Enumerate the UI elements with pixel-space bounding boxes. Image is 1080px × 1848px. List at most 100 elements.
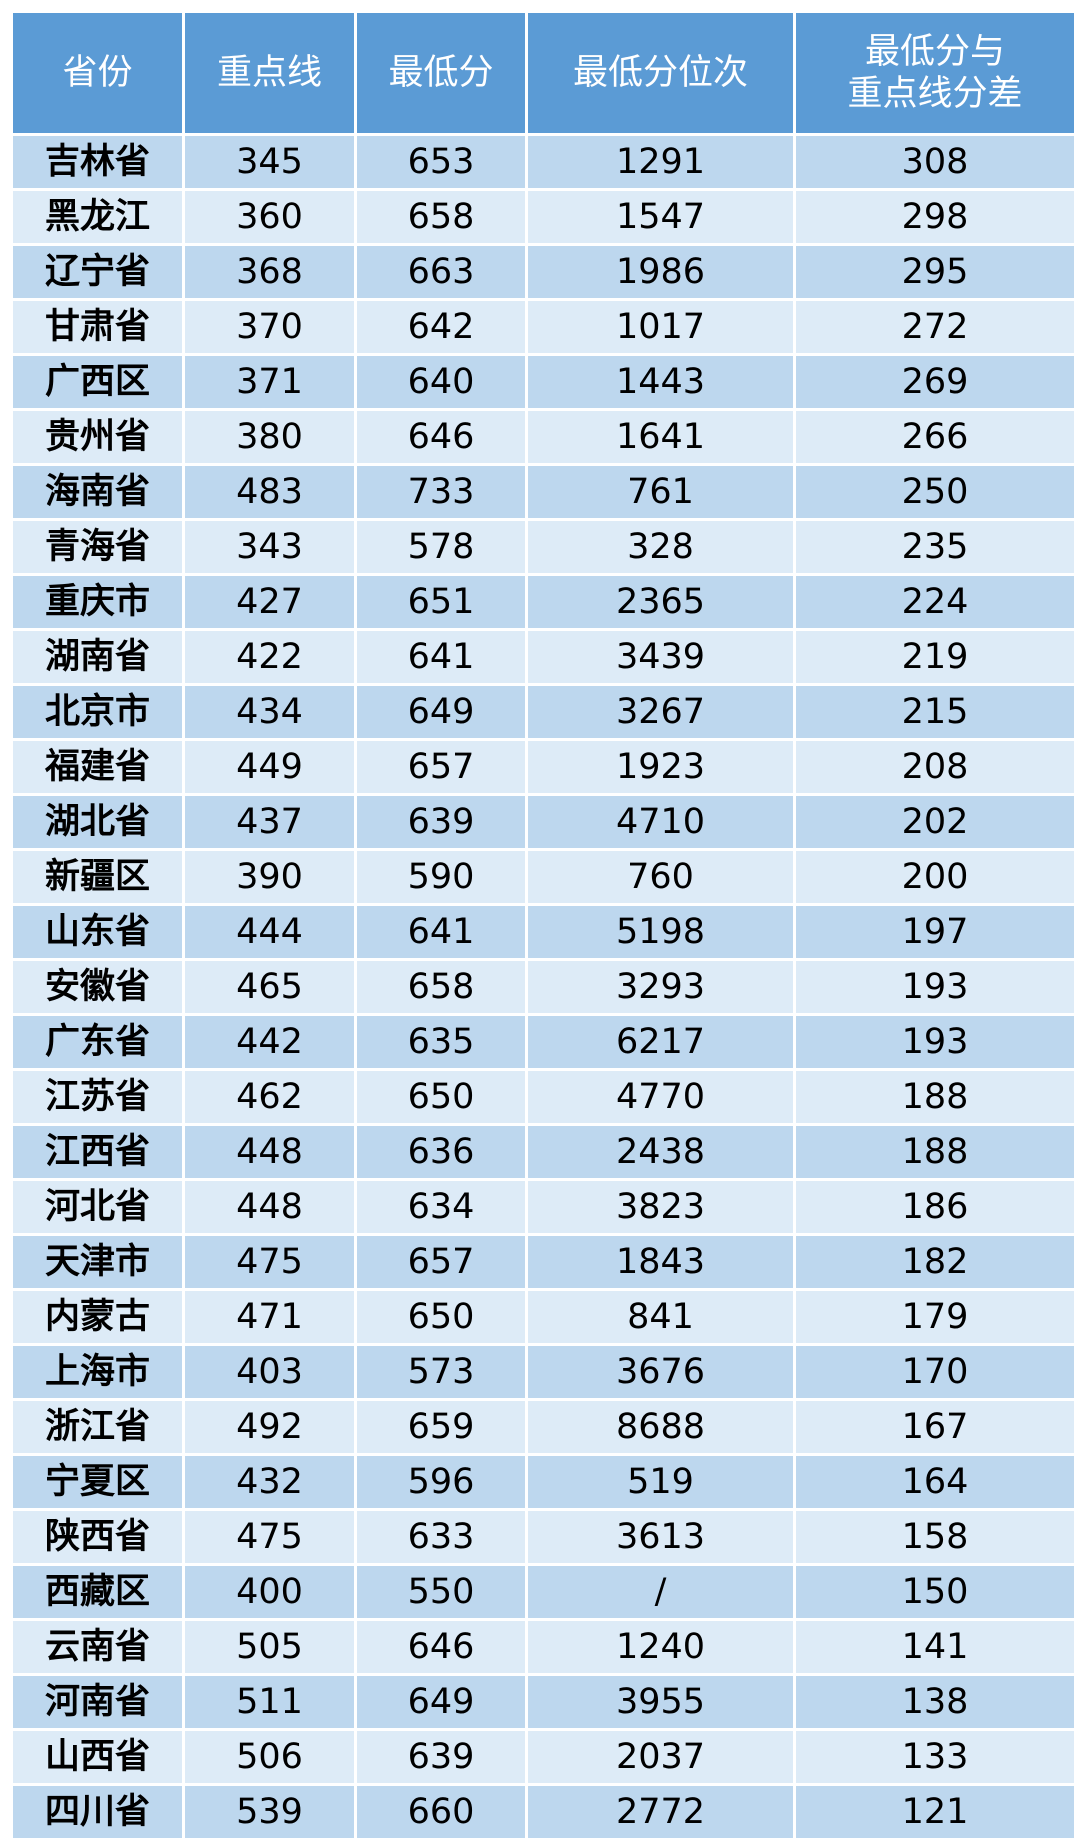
cell-key-line: 475: [182, 1508, 357, 1566]
table-row: 福建省 449 657 1923 208: [10, 738, 1077, 796]
cell-key-line: 427: [182, 573, 357, 631]
cell-score-diff: 272: [793, 298, 1077, 356]
cell-province: 广西区: [10, 353, 185, 411]
cell-province: 吉林省: [10, 133, 185, 191]
cell-min-rank: 1443: [525, 353, 796, 411]
cell-min-score: 641: [354, 628, 528, 686]
table-row: 河北省 448 634 3823 186: [10, 1178, 1077, 1236]
table-row: 海南省 483 733 761 250: [10, 463, 1077, 521]
cell-key-line: 380: [182, 408, 357, 466]
cell-key-line: 422: [182, 628, 357, 686]
cell-min-score: 660: [354, 1783, 528, 1841]
cell-score-diff: 188: [793, 1068, 1077, 1126]
cell-score-diff: 138: [793, 1673, 1077, 1731]
cell-score-diff: 250: [793, 463, 1077, 521]
cell-score-diff: 266: [793, 408, 1077, 466]
cell-province: 西藏区: [10, 1563, 185, 1621]
table-row: 上海市 403 573 3676 170: [10, 1343, 1077, 1401]
cell-min-score: 573: [354, 1343, 528, 1401]
table-row: 四川省 539 660 2772 121: [10, 1783, 1077, 1841]
cell-min-score: 590: [354, 848, 528, 906]
table-row: 甘肃省 370 642 1017 272: [10, 298, 1077, 356]
cell-score-diff: 121: [793, 1783, 1077, 1841]
cell-province: 广东省: [10, 1013, 185, 1071]
cell-min-score: 658: [354, 188, 528, 246]
cell-min-rank: 2772: [525, 1783, 796, 1841]
cell-key-line: 343: [182, 518, 357, 576]
cell-min-rank: 760: [525, 848, 796, 906]
cell-min-score: 578: [354, 518, 528, 576]
cell-score-diff: 215: [793, 683, 1077, 741]
cell-score-diff: 170: [793, 1343, 1077, 1401]
cell-score-diff: 186: [793, 1178, 1077, 1236]
cell-min-rank: 2438: [525, 1123, 796, 1181]
cell-min-score: 635: [354, 1013, 528, 1071]
table-row: 广西区 371 640 1443 269: [10, 353, 1077, 411]
table-row: 江苏省 462 650 4770 188: [10, 1068, 1077, 1126]
table-row: 北京市 434 649 3267 215: [10, 683, 1077, 741]
cell-key-line: 462: [182, 1068, 357, 1126]
cell-province: 福建省: [10, 738, 185, 796]
score-table: 省份 重点线 最低分 最低分位次 最低分与 重点线分差 吉林省 345 653 129…: [10, 10, 1077, 1841]
cell-min-score: 636: [354, 1123, 528, 1181]
cell-min-rank: 3676: [525, 1343, 796, 1401]
cell-score-diff: 193: [793, 1013, 1077, 1071]
cell-province: 重庆市: [10, 573, 185, 631]
table-row: 浙江省 492 659 8688 167: [10, 1398, 1077, 1456]
cell-min-score: 646: [354, 408, 528, 466]
cell-province: 浙江省: [10, 1398, 185, 1456]
cell-province: 内蒙古: [10, 1288, 185, 1346]
cell-score-diff: 179: [793, 1288, 1077, 1346]
cell-min-rank: 1986: [525, 243, 796, 301]
cell-min-rank: 8688: [525, 1398, 796, 1456]
cell-min-score: 659: [354, 1398, 528, 1456]
cell-min-rank: 1240: [525, 1618, 796, 1676]
cell-min-rank: 4710: [525, 793, 796, 851]
cell-min-rank: 1641: [525, 408, 796, 466]
cell-min-score: 733: [354, 463, 528, 521]
cell-key-line: 444: [182, 903, 357, 961]
cell-min-rank: 1923: [525, 738, 796, 796]
cell-min-score: 639: [354, 793, 528, 851]
cell-min-score: 650: [354, 1068, 528, 1126]
table-row: 黑龙江 360 658 1547 298: [10, 188, 1077, 246]
cell-key-line: 465: [182, 958, 357, 1016]
table-row: 宁夏区 432 596 519 164: [10, 1453, 1077, 1511]
cell-min-rank: 1547: [525, 188, 796, 246]
cell-min-rank: 1291: [525, 133, 796, 191]
table-row: 重庆市 427 651 2365 224: [10, 573, 1077, 631]
cell-score-diff: 208: [793, 738, 1077, 796]
table-row: 吉林省 345 653 1291 308: [10, 133, 1077, 191]
cell-min-score: 663: [354, 243, 528, 301]
cell-province: 黑龙江: [10, 188, 185, 246]
cell-score-diff: 158: [793, 1508, 1077, 1566]
table-row: 安徽省 465 658 3293 193: [10, 958, 1077, 1016]
cell-min-rank: 3613: [525, 1508, 796, 1566]
cell-min-rank: 3267: [525, 683, 796, 741]
cell-key-line: 475: [182, 1233, 357, 1291]
cell-province: 山西省: [10, 1728, 185, 1786]
cell-score-diff: 224: [793, 573, 1077, 631]
header-score-diff: 最低分与 重点线分差: [793, 10, 1077, 136]
cell-province: 北京市: [10, 683, 185, 741]
cell-min-score: 657: [354, 738, 528, 796]
cell-province: 甘肃省: [10, 298, 185, 356]
cell-province: 湖北省: [10, 793, 185, 851]
cell-min-score: 641: [354, 903, 528, 961]
cell-key-line: 483: [182, 463, 357, 521]
cell-min-rank: 4770: [525, 1068, 796, 1126]
cell-key-line: 360: [182, 188, 357, 246]
cell-min-rank: 841: [525, 1288, 796, 1346]
cell-province: 河南省: [10, 1673, 185, 1731]
cell-min-rank: 3955: [525, 1673, 796, 1731]
cell-min-score: 596: [354, 1453, 528, 1511]
cell-min-rank: 3439: [525, 628, 796, 686]
cell-key-line: 448: [182, 1178, 357, 1236]
cell-province: 安徽省: [10, 958, 185, 1016]
cell-key-line: 506: [182, 1728, 357, 1786]
header-row: 省份 重点线 最低分 最低分位次 最低分与 重点线分差: [10, 10, 1077, 136]
cell-min-score: 651: [354, 573, 528, 631]
cell-min-rank: 6217: [525, 1013, 796, 1071]
cell-key-line: 368: [182, 243, 357, 301]
table-row: 山西省 506 639 2037 133: [10, 1728, 1077, 1786]
